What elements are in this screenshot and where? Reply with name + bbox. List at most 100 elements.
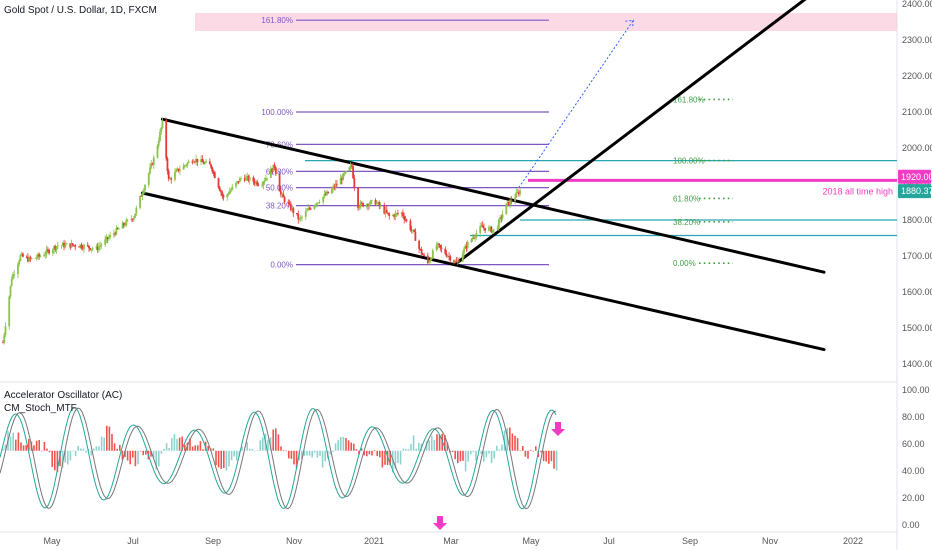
ac-bar [483,450,485,462]
candle-body [144,184,146,191]
ac-bar [22,445,25,451]
candle-body [519,190,521,195]
candle-body [296,213,298,215]
candle-body [152,157,155,165]
ac-bar [15,439,17,451]
ac-bar [441,433,443,451]
candle-body [131,218,134,220]
ac-bar [542,450,545,462]
candle-body [71,243,74,246]
candle-body [212,171,215,173]
ac-bar [324,450,326,462]
ac-bar [184,444,186,451]
ac-bar [230,450,233,461]
ac-bar [236,450,238,461]
ac-bar [103,437,105,451]
ac-bar [168,447,170,451]
candle-body [166,158,169,172]
ac-bar [129,450,131,465]
candle-body [12,274,14,280]
candle-body [489,226,492,228]
candle-body [29,257,32,259]
ac-bar [106,425,108,451]
candle-body [174,172,176,180]
candle-body [409,220,412,230]
ac-bar [155,450,157,470]
candle-body [418,240,421,249]
candle-body [514,197,516,202]
ac-bar [43,441,46,451]
candle-body [283,197,286,202]
candle-body [81,247,84,249]
candle-body [266,177,269,179]
ac-bar [485,450,488,458]
ac-bar [275,428,277,451]
candle-body [309,208,312,210]
ac-bar [215,450,217,466]
candle-body [213,172,216,179]
x-tick-label: May [43,536,61,546]
ac-bar [126,450,129,461]
ac-bar [321,450,324,468]
candle-body [492,229,495,231]
candle-body [263,180,266,183]
ac-bar [100,436,103,451]
candle-body [273,164,276,168]
candle-body [170,178,173,180]
candle-body [35,257,38,259]
ac-bar [2,448,4,451]
candle-body [28,257,31,262]
candle-body [395,213,398,214]
candle-body [332,186,335,189]
candle-body [18,260,21,265]
candle-body [115,227,118,235]
ac-bar [223,450,225,468]
candle-body [193,161,196,163]
trend-line-0 [160,117,826,274]
trend-line-2 [455,0,807,265]
candle-body [505,203,508,215]
ac-bar [451,450,454,452]
candle-body [282,193,285,198]
ac-bar [212,448,215,451]
ac-bar [202,449,204,451]
ac-bar [397,450,399,464]
ac-bar [519,450,521,452]
candle-body [248,177,251,181]
candle-body [10,279,13,286]
candle-body [141,193,144,197]
candle-body [308,208,311,210]
ac-bar [555,450,558,471]
candle-body [470,238,473,242]
ac-bar [412,435,415,451]
y-tick-label: 1800.00 [902,215,932,225]
candle-body [39,256,42,258]
x-tick-label: Jul [603,536,615,546]
x-tick-label: Jul [127,536,139,546]
candle-body [439,245,442,248]
y-tick-label: 1500.00 [902,323,932,333]
candle-body [65,243,68,245]
ac-bar [181,436,183,451]
candle-body [60,245,63,247]
price-label: 1880.37 [901,186,932,196]
candle-body [463,248,465,254]
ac-bar [405,448,407,451]
candle-body [139,196,141,208]
ac-bar [477,449,480,451]
candle-body [339,178,342,185]
x-tick-label: Sep [205,536,221,546]
ac-bar [93,448,95,451]
candle-body [91,248,94,250]
candle-body [473,237,475,239]
ac-bar [124,450,126,458]
candle-body [79,244,82,248]
ac-bar [74,450,77,457]
osc-y-tick-label: 60.00 [902,439,925,449]
ac-bar [467,450,469,462]
ac-bar [350,442,352,451]
y-tick-label: 2400.00 [902,0,932,9]
candle-body [317,202,320,204]
candle-body [304,211,307,217]
